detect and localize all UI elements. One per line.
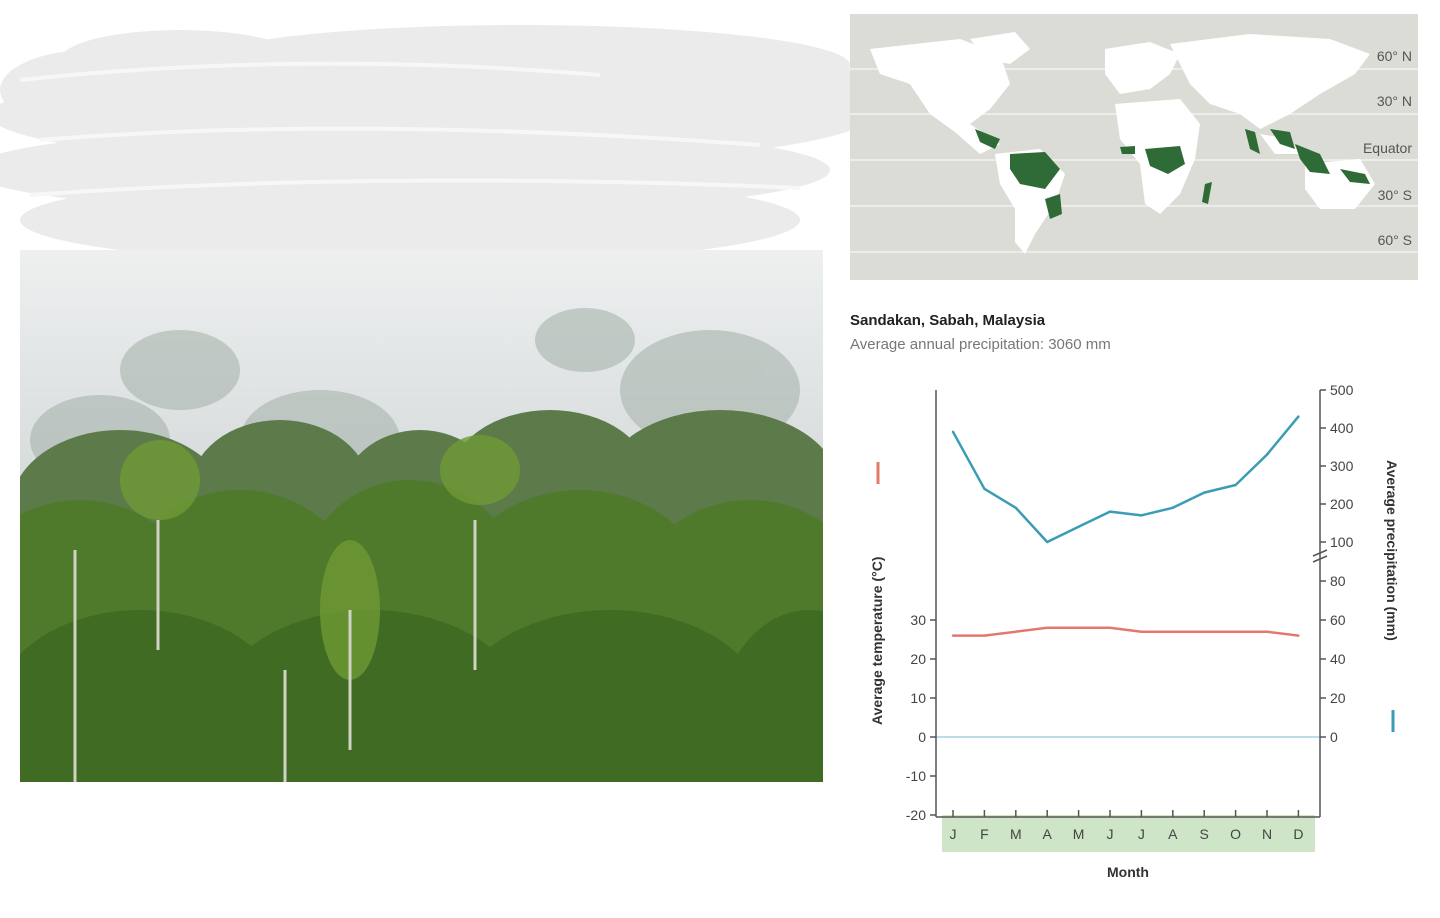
precipitation-point bbox=[951, 430, 955, 433]
right-tick-label: 400 bbox=[1330, 420, 1354, 436]
month-label: N bbox=[1262, 826, 1272, 842]
lat-label-60s: 60° S bbox=[1378, 232, 1412, 248]
month-label: O bbox=[1230, 826, 1241, 842]
chart-title: Sandakan, Sabah, Malaysia bbox=[850, 312, 1046, 329]
month-label: J bbox=[1138, 826, 1145, 842]
temperature-point bbox=[1203, 630, 1206, 633]
precipitation-point bbox=[1014, 506, 1017, 509]
right-tick-label: 200 bbox=[1330, 496, 1354, 512]
month-label: J bbox=[1107, 826, 1114, 842]
lat-label-30s: 30° S bbox=[1378, 187, 1412, 203]
precipitation-line bbox=[951, 415, 1300, 544]
temperature-line bbox=[953, 626, 1299, 637]
temperature-point bbox=[1140, 630, 1143, 633]
left-tick-label: 20 bbox=[910, 651, 926, 667]
right-tick-label: 500 bbox=[1330, 382, 1354, 398]
left-tick-label: 30 bbox=[910, 612, 926, 628]
precipitation-point bbox=[983, 487, 986, 490]
lat-label-60n: 60° N bbox=[1377, 48, 1412, 64]
precipitation-point bbox=[1140, 514, 1143, 517]
month-label: A bbox=[1043, 826, 1053, 842]
y-axis-title-precipitation: Average precipitation (mm) bbox=[1384, 460, 1400, 641]
month-label: D bbox=[1293, 826, 1303, 842]
temperature-point bbox=[1234, 630, 1237, 633]
right-tick-label: 60 bbox=[1330, 612, 1346, 628]
precipitation-point bbox=[1297, 415, 1300, 418]
precipitation-point bbox=[1171, 506, 1174, 509]
lat-label-equator: Equator bbox=[1363, 140, 1412, 156]
month-label: J bbox=[950, 826, 957, 842]
rainforest-distribution-map: 60° N 30° N Equator 30° S 60° S bbox=[850, 14, 1418, 280]
temperature-point bbox=[1108, 626, 1112, 629]
temperature-point bbox=[1297, 634, 1300, 637]
temperature-point bbox=[1046, 626, 1049, 629]
right-tick-label: 20 bbox=[1330, 690, 1346, 706]
temperature-point bbox=[1171, 630, 1174, 633]
right-tick-label: 0 bbox=[1330, 729, 1338, 745]
month-band bbox=[942, 815, 1315, 852]
left-tick-label: 10 bbox=[910, 690, 926, 706]
precipitation-point bbox=[1046, 540, 1049, 544]
temperature-point bbox=[951, 634, 955, 637]
left-tick-label: 0 bbox=[918, 729, 926, 745]
axis-break bbox=[1312, 549, 1328, 563]
chart-subtitle: Average annual precipitation: 3060 mm bbox=[850, 336, 1111, 353]
temperature-point bbox=[1265, 630, 1269, 633]
precipitation-point bbox=[1265, 453, 1269, 456]
continents bbox=[870, 32, 1375, 254]
month-label: S bbox=[1200, 826, 1209, 842]
left-tick-label: -10 bbox=[906, 768, 926, 784]
left-tick-label: -20 bbox=[906, 807, 926, 823]
y-axis-title-temperature: Average temperature (°C) bbox=[869, 557, 885, 725]
precipitation-point bbox=[1108, 510, 1112, 513]
precipitation-point bbox=[1203, 491, 1206, 494]
lat-label-30n: 30° N bbox=[1377, 93, 1412, 109]
right-tick-label: 100 bbox=[1330, 534, 1354, 550]
rainforest-regions bbox=[975, 129, 1370, 219]
precipitation-point bbox=[1234, 483, 1237, 487]
temperature-point bbox=[983, 634, 986, 637]
temperature-point bbox=[1077, 626, 1080, 629]
rainforest-photo bbox=[20, 250, 823, 782]
right-tick-label: 300 bbox=[1330, 458, 1354, 474]
month-label: M bbox=[1010, 826, 1022, 842]
scribble-redaction bbox=[0, 25, 870, 265]
month-label: A bbox=[1168, 826, 1178, 842]
month-label: M bbox=[1073, 826, 1085, 842]
temperature-point bbox=[1014, 630, 1017, 633]
precipitation-point bbox=[1077, 525, 1080, 528]
x-axis-title: Month bbox=[1107, 864, 1149, 880]
right-tick-label: 40 bbox=[1330, 651, 1346, 667]
right-tick-label: 80 bbox=[1330, 573, 1346, 589]
month-label: F bbox=[980, 826, 989, 842]
